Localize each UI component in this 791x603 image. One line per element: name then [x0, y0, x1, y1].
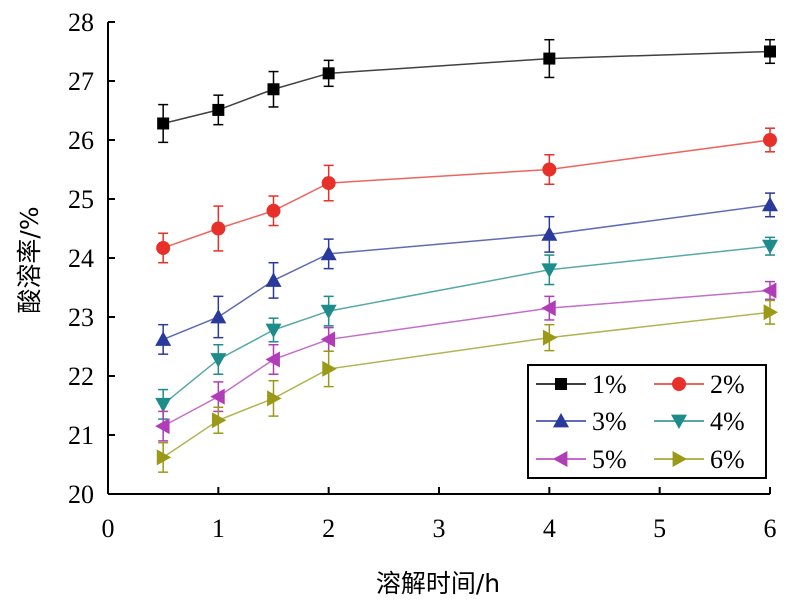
data-point	[267, 390, 282, 407]
data-point	[266, 203, 281, 218]
y-axis-title: 酸溶率/%	[15, 206, 44, 313]
series-2pct	[156, 127, 777, 264]
data-point	[542, 329, 558, 346]
data-point	[156, 240, 171, 255]
legend-entry: 1%	[536, 370, 627, 399]
legend-entry: 2%	[654, 370, 745, 399]
series-line	[162, 245, 771, 405]
legend-label: 1%	[592, 370, 627, 399]
data-point	[762, 196, 778, 212]
legend-marker	[672, 377, 686, 391]
legend-label: 4%	[710, 407, 745, 436]
legend-entry: 6%	[654, 445, 745, 474]
data-point	[155, 397, 172, 413]
legend-label: 3%	[592, 407, 627, 436]
data-point	[265, 351, 280, 368]
series-5pct	[155, 280, 777, 442]
x-axis-title: 溶解时间/h	[376, 569, 500, 598]
data-point	[210, 309, 227, 324]
x-tick-label: 2	[322, 514, 335, 543]
data-point	[542, 162, 557, 177]
y-tick-label: 25	[68, 185, 94, 214]
legend-label: 6%	[710, 445, 745, 474]
data-point	[541, 263, 558, 278]
data-point	[212, 103, 225, 116]
legend-entry: 5%	[536, 445, 627, 474]
legend-label: 5%	[592, 445, 627, 474]
data-point	[762, 239, 778, 255]
legend: 1% 2% 3% 4% 5% 6%	[527, 364, 767, 479]
series-line	[162, 204, 771, 341]
data-point	[543, 52, 556, 65]
y-tick-label: 26	[68, 126, 94, 155]
data-point	[764, 45, 776, 58]
y-tick-label: 23	[68, 303, 94, 332]
series-line	[162, 311, 771, 459]
series-4pct	[155, 236, 778, 420]
y-tick-label: 20	[68, 480, 94, 509]
data-point	[320, 245, 337, 261]
data-point	[210, 388, 225, 405]
data-point	[210, 353, 227, 368]
y-tick-label: 21	[68, 421, 94, 450]
series-6pct	[156, 299, 778, 473]
y-tick-label: 22	[68, 362, 94, 391]
data-point	[763, 304, 778, 321]
data-point	[763, 133, 777, 147]
y-tick-label: 24	[68, 244, 94, 273]
legend-entry: 4%	[654, 407, 745, 436]
x-tick-label: 1	[212, 514, 225, 543]
data-point	[157, 117, 170, 130]
data-point	[155, 331, 172, 346]
y-tick-label: 27	[68, 67, 94, 96]
data-point	[541, 226, 558, 241]
x-tick-label: 3	[433, 514, 446, 543]
data-point	[322, 67, 335, 80]
x-tick-label: 6	[764, 514, 777, 543]
data-point	[211, 221, 226, 236]
data-point	[267, 83, 280, 96]
legend-entry: 3%	[536, 407, 627, 436]
y-tick-label: 28	[68, 8, 94, 37]
data-point	[762, 282, 777, 299]
legend-label: 2%	[710, 370, 745, 399]
series-3pct	[155, 192, 778, 355]
data-point	[320, 304, 337, 320]
data-point	[211, 412, 227, 429]
data-point	[265, 272, 282, 287]
x-tick-label: 4	[543, 514, 556, 543]
data-point	[155, 418, 170, 435]
legend-marker	[553, 451, 568, 467]
data-point	[320, 331, 336, 348]
series-line	[162, 289, 771, 427]
x-tick-label: 5	[653, 514, 666, 543]
series-line	[162, 50, 771, 125]
data-point	[265, 323, 282, 338]
series-1pct	[157, 38, 776, 144]
data-point	[541, 300, 556, 317]
x-tick-label: 0	[102, 514, 115, 543]
legend-marker	[672, 451, 687, 467]
data-point	[156, 449, 172, 466]
series-layer	[155, 38, 778, 473]
series-line	[162, 139, 771, 249]
legend-marker	[671, 414, 687, 429]
data-point	[321, 176, 336, 191]
legend-marker	[555, 378, 567, 390]
legend-marker	[553, 413, 569, 428]
data-point	[322, 360, 337, 377]
